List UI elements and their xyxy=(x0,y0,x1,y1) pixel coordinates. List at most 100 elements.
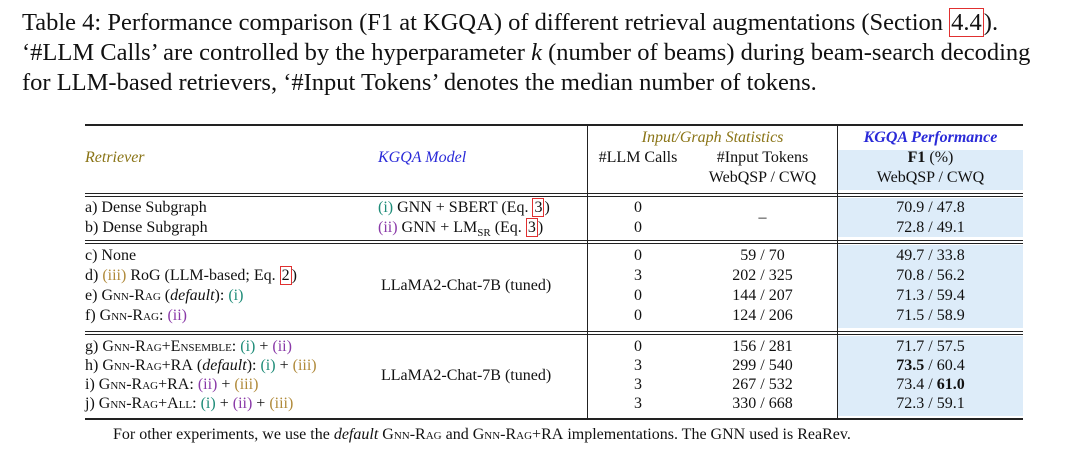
tag-i: (i) xyxy=(200,395,216,412)
llm-calls-cell: 3 xyxy=(634,376,642,393)
section-ref-link[interactable]: 4.4 xyxy=(949,8,984,37)
f1-column-shade xyxy=(837,198,1023,237)
equation-ref-link[interactable]: 3 xyxy=(532,198,545,217)
default-label: default xyxy=(202,357,247,374)
footnote-text: implementations. The GNN used is ReaRev. xyxy=(563,426,851,443)
plus-sign: + xyxy=(252,395,270,412)
row-retriever: g) Gnn-Rag+Ensemble: (i) + (ii) xyxy=(85,337,292,357)
group-rule xyxy=(85,331,1023,332)
input-tokens-cell: 144 / 207 xyxy=(732,287,793,304)
method-name: Gnn-Rag+RA xyxy=(98,376,190,393)
input-tokens-cell: 267 / 532 xyxy=(732,376,793,393)
row-label: g) xyxy=(85,338,103,355)
f1-column-shade xyxy=(837,336,1023,416)
top-rule xyxy=(85,124,1023,126)
caption-text: ‘#LLM Calls’ are controlled by the hyper… xyxy=(22,39,532,66)
method-name: Gnn-Rag+Ensemble xyxy=(102,338,232,355)
tag-ii: (ii) xyxy=(197,376,218,393)
equation-ref-link[interactable]: 3 xyxy=(525,218,538,237)
f1-label: F1 xyxy=(907,149,926,166)
input-tokens-cell: 59 / 70 xyxy=(740,247,785,264)
equation-ref-link[interactable]: 2 xyxy=(279,266,292,285)
tag-i: (i) xyxy=(378,199,394,216)
llm-calls-cell: 3 xyxy=(634,395,642,412)
row-model: LLaMA2-Chat-7B (tuned) xyxy=(381,277,552,294)
tag-ii: (ii) xyxy=(272,338,292,355)
f1-unit: (%) xyxy=(929,149,954,166)
row-retriever: f) Gnn-Rag: (ii) xyxy=(85,306,187,326)
row-retriever: b) Dense Subgraph xyxy=(85,219,208,236)
llm-calls-cell: 0 xyxy=(634,307,642,324)
method-name: Gnn-Rag xyxy=(101,287,161,304)
header-input-tokens-sub: WebQSP / CWQ xyxy=(708,169,817,186)
llm-calls-cell: 3 xyxy=(634,357,642,374)
input-tokens-cell: – xyxy=(758,209,767,226)
header-f1-sub: WebQSP / CWQ xyxy=(876,169,985,186)
model-text: (Eq. xyxy=(490,219,526,236)
tag-iii: (iii) xyxy=(292,357,317,374)
f1-cell: 71.5 / 58.9 xyxy=(896,307,965,324)
row-label: f) xyxy=(85,307,100,324)
llm-calls-cell: 0 xyxy=(634,199,642,216)
row-retriever: j) Gnn-Rag+All: (i) + (ii) + (iii) xyxy=(85,394,293,414)
model-text: GNN + LM xyxy=(397,219,478,236)
caption-text: (number of beams) during beam-search dec… xyxy=(541,39,1031,66)
column-divider xyxy=(837,126,838,418)
row-model: (i) GNN + SBERT (Eq. 3) xyxy=(378,198,550,218)
method-name: Gnn-Rag xyxy=(382,426,442,443)
header-rule xyxy=(85,196,1023,197)
table-caption: Table 4: Performance comparison (F1 at K… xyxy=(22,8,1072,98)
best-score: 73.5 xyxy=(896,357,925,374)
model-text: GNN + SBERT (Eq. xyxy=(393,199,533,216)
f1-cell: 49.7 / 33.8 xyxy=(896,247,965,264)
row-retriever: e) Gnn-Rag (default): (i) xyxy=(85,286,243,306)
retriever-text: ( xyxy=(192,357,203,374)
caption-line-1: Table 4: Performance comparison (F1 at K… xyxy=(22,8,1072,38)
row-label: j) xyxy=(85,395,99,412)
header-input-tokens: #Input Tokens xyxy=(716,149,809,166)
f1-cell: 71.7 / 57.5 xyxy=(896,338,965,355)
f1-cell: 72.8 / 49.1 xyxy=(896,219,965,236)
method-name: Gnn-Rag+RA xyxy=(472,426,564,443)
caption-line-2: ‘#LLM Calls’ are controlled by the hyper… xyxy=(22,38,1072,68)
llm-calls-cell: 0 xyxy=(634,247,642,264)
tag-iii: (iii) xyxy=(234,376,259,393)
bottom-rule xyxy=(85,418,1023,420)
group-rule xyxy=(85,243,1023,244)
model-text: ) xyxy=(537,219,544,236)
footnote-text: For other experiments, we use the xyxy=(113,426,334,443)
header-retriever: Retriever xyxy=(85,149,145,166)
footnote-text: and xyxy=(441,426,473,443)
model-text: ) xyxy=(544,199,550,216)
group-rule xyxy=(85,334,1023,335)
retriever-text: ( xyxy=(160,287,171,304)
retriever-text: : xyxy=(231,338,241,355)
retriever-text: : xyxy=(159,307,168,324)
f1-cell: 70.8 / 56.2 xyxy=(896,267,965,284)
f1-column-shade xyxy=(837,245,1023,328)
default-label: default xyxy=(333,426,379,443)
llm-calls-cell: 0 xyxy=(634,338,642,355)
retriever-text: : xyxy=(192,395,201,412)
group-rule xyxy=(85,240,1023,241)
row-retriever: d) (iii) RoG (LLM-based; Eq. 2) xyxy=(85,266,297,286)
row-label: i) xyxy=(85,376,99,393)
f1-cell: 73.5 / 60.4 xyxy=(838,356,1023,376)
caption-text: ). xyxy=(983,9,999,36)
best-score: 61.0 xyxy=(936,376,965,393)
retriever-text: RoG (LLM-based; Eq. xyxy=(126,267,280,284)
tag-ii: (ii) xyxy=(167,307,187,324)
row-label: d) xyxy=(85,267,103,284)
row-retriever: c) None xyxy=(85,247,137,264)
row-label: h) xyxy=(85,357,103,374)
caption-line-3: for LLM-based retrievers, ‘#Input Tokens… xyxy=(22,69,817,96)
retriever-text: ) xyxy=(291,267,297,284)
retriever-text: : xyxy=(189,376,198,393)
method-name: Gnn-Rag+RA xyxy=(102,357,193,374)
row-retriever: h) Gnn-Rag+RA (default): (i) + (iii) xyxy=(85,356,317,376)
column-divider xyxy=(587,126,588,418)
input-tokens-cell: 299 / 540 xyxy=(732,357,793,374)
plus-sign: + xyxy=(255,338,273,355)
header-kgqa-performance: KGQA Performance xyxy=(863,129,998,146)
tag-i: (i) xyxy=(260,357,276,374)
